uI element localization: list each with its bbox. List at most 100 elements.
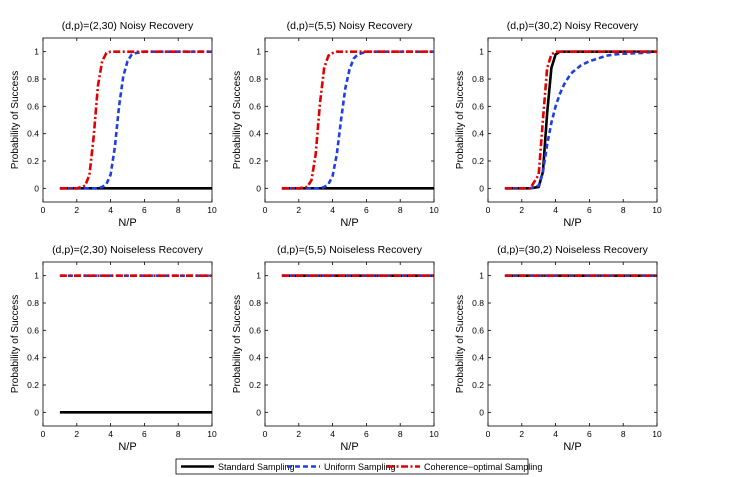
x-axis-label: N/P (118, 441, 136, 453)
x-axis-label: N/P (118, 217, 136, 229)
y-tick-label: 0 (34, 183, 39, 193)
y-tick-label: 0.4 (27, 353, 39, 363)
y-tick-label: 0.8 (472, 298, 484, 308)
plot-area (487, 37, 658, 203)
chart-panel-1: (d,p)=(2,30) Noisy Recovery 0 2 4 6 8 10 0 0.2 0.… (10, 20, 217, 229)
legend-label-standard: Standard Sampling (218, 462, 295, 472)
y-tick-label: 0.4 (472, 353, 484, 363)
series-line-uniform (281, 50, 434, 190)
y-tick-label: 1 (34, 47, 39, 57)
x-axis-label: N/P (563, 441, 581, 453)
chart-panel-6: (d,p)=(30,2) Noiseless Recovery 0 2 4 6 8 10 0 0… (455, 244, 662, 453)
chart-panel-5: (d,p)=(5,5) Noiseless Recovery 0 2 4 6 8 10 0 0.… (232, 244, 439, 453)
chart-panel-4: (d,p)=(2,30) Noiseless Recovery 0 2 4 6 8 10 0 0… (10, 244, 217, 453)
x-tick-label: 6 (364, 429, 369, 439)
series-line-standard (504, 50, 657, 190)
y-axis-label: Probability of Success (455, 295, 466, 393)
y-tick-label: 0 (479, 407, 484, 417)
series-line-coherence (59, 50, 212, 190)
series-line-coherence (281, 50, 434, 190)
chart-title: (d,p)=(30,2) Noisy Recovery (507, 20, 639, 32)
y-tick-label: 1 (256, 47, 261, 57)
y-tick-label: 0.6 (27, 101, 39, 111)
series-line-uniform (59, 50, 212, 190)
plot-area (264, 37, 435, 203)
x-tick-label: 10 (207, 205, 217, 215)
x-tick-label: 10 (207, 429, 217, 439)
x-tick-label: 8 (176, 205, 181, 215)
legend-box (175, 458, 529, 475)
y-axis-label: Probability of Success (232, 295, 243, 393)
x-tick-label: 4 (330, 429, 335, 439)
x-tick-label: 0 (41, 429, 46, 439)
x-tick-label: 6 (587, 205, 592, 215)
x-tick-label: 2 (296, 205, 301, 215)
legend-label-uniform: Uniform Sampling (324, 462, 396, 472)
x-tick-label: 2 (519, 429, 524, 439)
series-line-coherence (504, 50, 657, 190)
y-tick-label: 0.8 (27, 298, 39, 308)
x-tick-label: 8 (176, 429, 181, 439)
x-tick-label: 4 (330, 205, 335, 215)
legend-label-coherence: Coherence−optimal Sampling (424, 462, 542, 472)
x-tick-label: 8 (398, 429, 403, 439)
y-tick-label: 0.4 (249, 129, 261, 139)
y-tick-label: 0.2 (27, 156, 39, 166)
plot-area (264, 261, 435, 427)
y-tick-label: 0.8 (249, 298, 261, 308)
y-tick-label: 0.6 (249, 325, 261, 335)
legend: Standard Sampling Uniform Sampling Coher… (175, 458, 542, 475)
x-tick-label: 0 (263, 205, 268, 215)
x-tick-label: 10 (429, 205, 439, 215)
x-tick-label: 4 (553, 205, 558, 215)
x-tick-label: 10 (652, 205, 662, 215)
y-axis-label: Probability of Success (232, 71, 243, 169)
y-tick-label: 0.6 (472, 325, 484, 335)
chart-title: (d,p)=(5,5) Noiseless Recovery (277, 244, 423, 256)
y-axis-label: Probability of Success (10, 295, 21, 393)
y-tick-label: 0.8 (27, 74, 39, 84)
x-tick-label: 0 (263, 429, 268, 439)
y-tick-label: 0 (479, 183, 484, 193)
y-tick-label: 0 (256, 183, 261, 193)
chart-panel-3: (d,p)=(30,2) Noisy Recovery 0 2 4 6 8 10 0 0.2 0.… (455, 20, 662, 229)
x-axis-label: N/P (563, 217, 581, 229)
plot-area (42, 37, 213, 203)
y-tick-label: 0.2 (472, 380, 484, 390)
x-axis-label: N/P (340, 441, 358, 453)
x-tick-label: 0 (41, 205, 46, 215)
y-tick-label: 1 (479, 271, 484, 281)
x-tick-label: 4 (108, 205, 113, 215)
chart-title: (d,p)=(5,5) Noisy Recovery (287, 20, 413, 32)
y-tick-label: 1 (34, 271, 39, 281)
y-tick-label: 0.4 (27, 129, 39, 139)
x-tick-label: 10 (429, 429, 439, 439)
x-tick-label: 0 (486, 205, 491, 215)
y-tick-label: 0.6 (27, 325, 39, 335)
x-tick-label: 6 (587, 429, 592, 439)
y-tick-label: 0.2 (472, 156, 484, 166)
y-tick-label: 0.2 (249, 380, 261, 390)
y-tick-label: 0 (256, 407, 261, 417)
plot-area (42, 261, 213, 427)
chart-title: (d,p)=(2,30) Noisy Recovery (62, 20, 194, 32)
x-tick-label: 2 (74, 429, 79, 439)
x-tick-label: 8 (621, 205, 626, 215)
y-tick-label: 0.4 (249, 353, 261, 363)
x-tick-label: 6 (142, 429, 147, 439)
plot-area (487, 261, 658, 427)
series-line-uniform (504, 50, 658, 190)
y-tick-label: 0.8 (472, 74, 484, 84)
x-tick-label: 6 (364, 205, 369, 215)
y-tick-label: 0.8 (249, 74, 261, 84)
x-tick-label: 4 (553, 429, 558, 439)
x-tick-label: 8 (621, 429, 626, 439)
y-tick-label: 0.2 (249, 156, 261, 166)
y-axis-label: Probability of Success (455, 71, 466, 169)
x-tick-label: 2 (296, 429, 301, 439)
y-tick-label: 1 (479, 47, 484, 57)
chart-title: (d,p)=(2,30) Noiseless Recovery (52, 244, 204, 256)
y-tick-label: 0.6 (472, 101, 484, 111)
x-tick-label: 4 (108, 429, 113, 439)
